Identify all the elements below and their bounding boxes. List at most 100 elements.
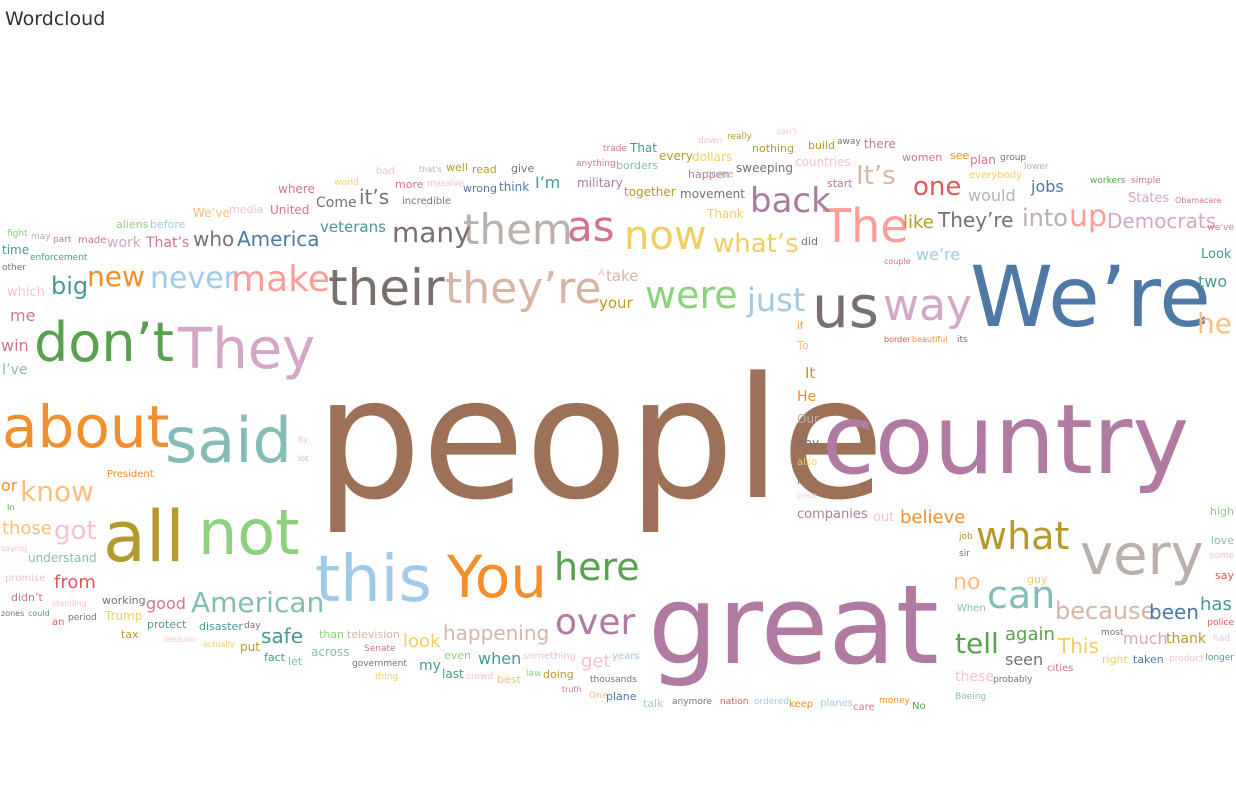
word-134: television <box>347 628 400 641</box>
word-165: longer <box>1205 653 1234 663</box>
word-12: very <box>1080 523 1204 588</box>
word-193: plan <box>970 153 996 167</box>
word-154: planes <box>820 698 853 709</box>
word-140: law <box>526 669 542 679</box>
word-164: product <box>1169 654 1204 664</box>
word-206: before <box>150 218 186 231</box>
word-171: love <box>1210 534 1234 547</box>
word-117: That <box>630 141 657 155</box>
word-168: police <box>1207 618 1234 628</box>
word-39: one <box>913 172 962 202</box>
word-0: people <box>315 341 885 537</box>
word-136: Senate <box>364 644 396 654</box>
word-84: companies <box>797 507 868 522</box>
word-118: borders <box>616 159 659 172</box>
word-195: lower <box>1024 162 1049 172</box>
word-65: thank <box>1166 631 1206 647</box>
word-111: dollars <box>692 150 733 164</box>
word-81: which <box>7 285 45 300</box>
word-71: two <box>1198 272 1228 291</box>
word-62: when <box>478 649 522 668</box>
word-53: This <box>1058 634 1099 658</box>
word-166: most <box>1101 628 1124 638</box>
word-127: working <box>102 594 146 607</box>
word-97: think <box>499 180 530 194</box>
word-169: say <box>1215 569 1234 582</box>
word-125: across <box>311 645 350 659</box>
word-10: this <box>315 543 432 617</box>
word-183: To <box>797 339 809 352</box>
word-185: anything <box>576 159 616 169</box>
word-80: time <box>2 243 30 257</box>
word-216: In <box>7 503 15 512</box>
word-122: wrong <box>463 182 497 195</box>
word-86: my <box>419 658 441 674</box>
word-11: You <box>447 543 547 611</box>
word-213: By <box>298 435 309 444</box>
word-95: together <box>624 185 676 199</box>
word-108: start <box>827 177 853 190</box>
word-129: disaster <box>199 620 243 633</box>
word-85: out <box>873 510 895 525</box>
word-184: trade <box>603 144 627 154</box>
word-180: its <box>957 335 968 345</box>
word-186: down <box>698 136 723 146</box>
word-207: fight <box>7 229 28 239</box>
word-8: all <box>103 496 185 578</box>
word-130: put <box>240 640 260 654</box>
word-28: what’s <box>713 229 799 259</box>
word-179: beautiful <box>912 335 948 344</box>
word-78: That’s <box>146 235 190 251</box>
word-57: from <box>54 572 96 593</box>
word-172: high <box>1210 505 1234 518</box>
word-126: Trump <box>105 609 143 623</box>
word-18: as <box>567 202 615 251</box>
word-220: standing <box>52 599 87 608</box>
word-68: Come <box>316 195 357 211</box>
word-218: promise <box>5 573 46 584</box>
word-102: Our <box>797 412 819 426</box>
word-116: nothing <box>752 142 794 155</box>
word-58: those <box>2 518 52 539</box>
word-72: good <box>146 594 186 613</box>
word-93: where <box>278 182 315 196</box>
word-227: day <box>244 621 261 631</box>
word-209: part <box>53 235 72 245</box>
word-46: happening <box>443 621 550 645</box>
word-66: jobs <box>1031 177 1064 196</box>
word-197: simple <box>1131 176 1161 186</box>
word-73: I’m <box>535 173 561 192</box>
word-98: incredible <box>402 196 452 207</box>
word-121: give <box>511 162 535 175</box>
word-115: come <box>706 169 734 180</box>
word-152: ordered <box>754 697 790 707</box>
word-144: thousands <box>590 675 637 685</box>
word-176: job <box>959 532 973 542</box>
word-1: country <box>822 384 1190 496</box>
word-217: saying <box>1 544 28 553</box>
word-170: some <box>1209 551 1235 561</box>
word-138: even <box>444 649 472 662</box>
word-64: much <box>1123 629 1168 648</box>
word-83: States <box>1128 191 1170 206</box>
word-192: see <box>950 149 970 162</box>
word-67: would <box>968 186 1016 205</box>
word-7: said <box>165 404 292 477</box>
word-181: couple <box>884 257 911 266</box>
word-222: could <box>28 609 50 618</box>
word-59: again <box>1005 624 1055 645</box>
word-205: aliens <box>116 218 149 231</box>
word-31: what <box>976 514 1070 558</box>
word-21: back <box>750 181 831 221</box>
word-70: we’re <box>916 245 961 264</box>
word-212: other <box>2 263 26 273</box>
word-194: group <box>1000 153 1027 163</box>
word-151: nation <box>720 697 749 707</box>
word-75: me <box>10 306 36 325</box>
word-226: actually <box>203 640 235 649</box>
word-107: women <box>902 151 943 164</box>
word-156: money <box>879 696 910 706</box>
word-43: Democrats <box>1107 209 1217 233</box>
word-137: thing <box>375 672 399 682</box>
